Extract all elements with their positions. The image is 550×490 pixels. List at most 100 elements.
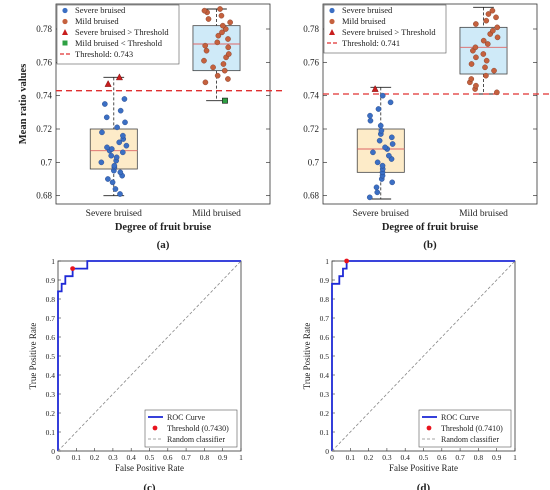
threshold-point — [344, 258, 350, 264]
y-axis-label: Mean ratio values — [18, 64, 29, 145]
point-severe — [389, 134, 395, 141]
y-tick-label: 0.8 — [46, 295, 56, 304]
y-tick-label: 0.9 — [46, 276, 56, 285]
y-axis-label: True Positive Rate — [302, 323, 312, 390]
y-axis-label: True Positive Rate — [28, 323, 38, 390]
point-severe — [370, 149, 376, 156]
point-mild — [217, 6, 223, 12]
point-mild — [219, 22, 226, 29]
point-mild — [483, 17, 490, 24]
point-mild — [491, 67, 497, 74]
x-tick-label: 0.5 — [145, 453, 155, 462]
legend-entry: Severe bruised > Threshold — [75, 27, 169, 37]
x-tick-label: 0.4 — [401, 453, 411, 462]
point-severe — [99, 129, 105, 136]
threshold-point — [70, 266, 76, 271]
x-tick-label: 0.6 — [163, 453, 173, 462]
point-mild — [489, 7, 496, 14]
x-tick-label: 0.8 — [474, 453, 484, 462]
point-severe — [114, 124, 120, 131]
point-severe — [98, 159, 105, 166]
roc-curve — [331, 260, 515, 451]
y-tick-label: 0.72 — [36, 124, 52, 134]
x-tick-label: 0.3 — [382, 453, 392, 462]
point-mild — [472, 44, 479, 51]
x-category-label: Severe bruised — [353, 209, 409, 219]
legend-entry: Mild bruised — [75, 16, 119, 26]
x-tick-label: 0.1 — [346, 453, 356, 462]
box-mild — [192, 25, 241, 72]
point-severe — [122, 119, 128, 126]
y-tick-label: 0.6 — [46, 333, 56, 342]
legend-entry: ROC Curve — [167, 413, 205, 422]
x-tick-label: 0.7 — [181, 453, 191, 462]
y-tick-label: 0.78 — [303, 24, 319, 34]
point-severe — [113, 154, 120, 161]
point-severe — [108, 146, 115, 152]
y-tick-label: 0.1 — [320, 428, 330, 437]
point-severe-above-threshold — [104, 80, 112, 87]
roc-panel-2: 0 0.1 0.2 0.3 0.4 0.5 0.6 0.7 0.8 0.9 1 0 0.1 0.2 0.3 0… — [28, 257, 243, 490]
y-tick-label: 0.68 — [36, 191, 52, 201]
y-tick-label: 0 — [51, 447, 55, 456]
y-tick-label: 0.2 — [320, 409, 330, 418]
legend-entry: Mild bruised < Threshold — [75, 38, 163, 48]
point-severe — [378, 127, 385, 134]
y-tick-label: 0.76 — [36, 57, 52, 67]
point-mild — [214, 72, 221, 79]
point-mild — [210, 64, 216, 71]
point-mild — [494, 89, 500, 96]
y-tick-label: 0.7 — [46, 314, 56, 323]
point-severe — [117, 169, 124, 176]
point-mild — [480, 51, 487, 57]
legend-box — [323, 4, 447, 54]
legend-entry: Threshold: 0.743 — [75, 49, 133, 59]
point-mild — [484, 41, 491, 47]
point-mild — [473, 21, 479, 27]
y-tick-label: 0.78 — [36, 24, 52, 34]
panel-label: (c) — [143, 482, 156, 490]
legend: ROC Curve Threshold (0.7410) Random classi… — [418, 409, 512, 448]
point-mild — [490, 27, 496, 34]
x-tick-label: 0.1 — [72, 453, 82, 462]
point-mild — [201, 7, 208, 14]
point-severe — [373, 184, 380, 191]
point-mild — [202, 79, 209, 86]
y-tick-label: 0.2 — [46, 409, 56, 418]
y-tick-label: 0.7 — [320, 314, 330, 323]
point-mild — [225, 36, 231, 42]
point-severe — [117, 107, 124, 114]
point-severe — [379, 162, 386, 169]
point-mild — [483, 57, 490, 64]
point-severe — [103, 114, 110, 121]
point-severe — [366, 194, 373, 201]
point-mild — [493, 14, 499, 21]
x-tick-label: 0.5 — [419, 453, 429, 462]
point-severe — [374, 189, 381, 196]
x-tick-label: 0.6 — [437, 453, 447, 462]
legend-box — [56, 4, 180, 65]
y-tick-label: 0.7 — [308, 157, 320, 167]
point-severe — [377, 122, 384, 129]
point-mild — [225, 51, 232, 57]
point-mild — [218, 12, 225, 19]
legend-marker-mild — [62, 18, 68, 25]
point-severe — [104, 144, 110, 151]
roc-curve — [57, 260, 241, 451]
point-mild — [202, 42, 208, 49]
panel-label: (a) — [157, 239, 170, 251]
y-tick-label: 0.9 — [320, 276, 330, 285]
legend-entry: Random classifier — [167, 435, 225, 444]
point-mild — [494, 24, 501, 31]
y-tick-label: 0.72 — [303, 124, 319, 134]
point-severe — [105, 176, 111, 182]
x-tick-label: 0 — [330, 453, 334, 462]
y-tick-label: 0.4 — [320, 371, 330, 380]
random-classifier-line — [331, 260, 516, 452]
point-severe — [112, 186, 119, 192]
legend: ROC Curve Threshold (0.7430) Random classi… — [144, 409, 238, 448]
point-severe — [375, 106, 382, 112]
